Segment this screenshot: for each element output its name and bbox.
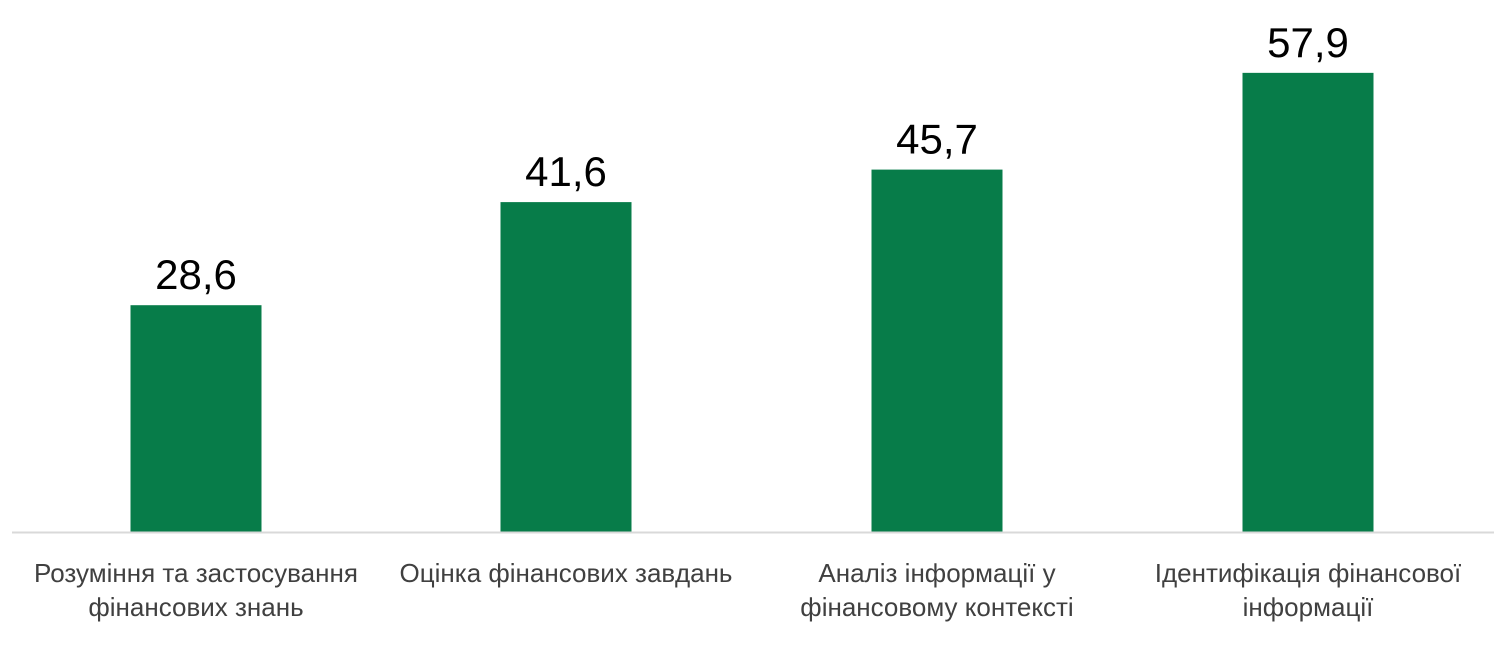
category-label-3: Аналіз інформації у фінансовому контекст… (800, 558, 1074, 622)
value-labels-group: 28,6 41,6 45,7 57,9 (155, 19, 1349, 298)
bar-2 (500, 202, 632, 532)
bar-4 (1242, 72, 1374, 532)
category-label-4: Ідентифікація фінансової інформації (1154, 558, 1462, 622)
bars-group (130, 72, 1374, 532)
bar-1 (130, 305, 262, 532)
value-label-2: 41,6 (525, 148, 607, 195)
value-label-4: 57,9 (1267, 19, 1349, 66)
value-label-3: 45,7 (896, 116, 978, 163)
category-label-2: Оцінка фінансових завдань (399, 558, 733, 588)
category-label-1: Розуміння та застосування фінансових зна… (34, 558, 358, 622)
bar-3 (871, 169, 1003, 532)
value-label-1: 28,6 (155, 251, 237, 298)
